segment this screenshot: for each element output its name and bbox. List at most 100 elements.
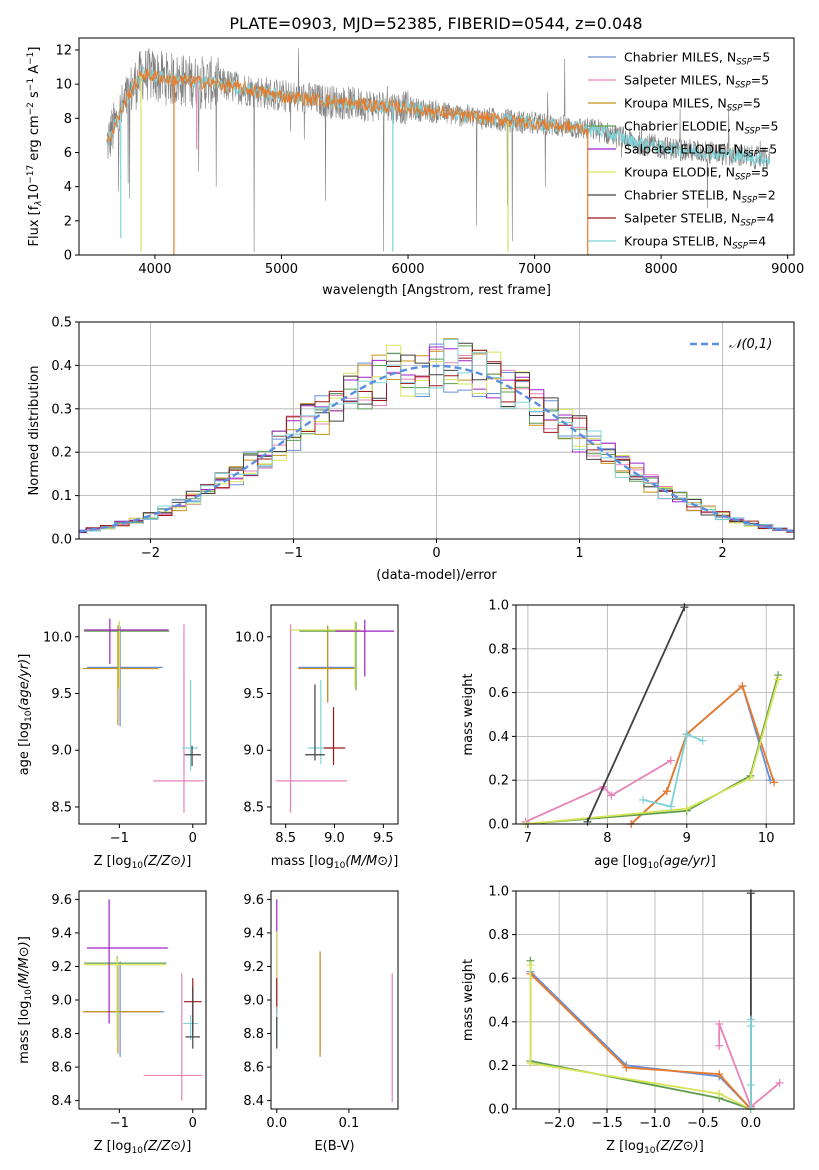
- panel-residual_histogram: −2 −1 0 1 2 0.0 0.1 0.2 0.3 0.4 0.5 (data-model)/er…: [27, 316, 795, 583]
- x-tick-label: −1.0: [639, 1116, 671, 1131]
- x-tick-label: −2: [141, 546, 160, 561]
- y-tick-label: 0.4: [488, 730, 509, 745]
- y-tick-label: 0.4: [51, 359, 72, 374]
- y-tick-label: 10: [55, 78, 72, 93]
- axes-frame: [78, 890, 207, 1110]
- axes-frame: [270, 604, 399, 825]
- x-tick-label: −0.5: [687, 1116, 719, 1131]
- histogram-series: [79, 339, 794, 532]
- y-tick-label: 9.4: [51, 926, 72, 941]
- x-axis-label: age [log10(age/yr)]: [594, 854, 716, 871]
- x-tick-label: 9000: [771, 262, 804, 277]
- y-tick-label: 1.0: [488, 599, 509, 614]
- x-axis-label: (data-model)/error: [376, 568, 497, 583]
- y-tick-label: 9.4: [243, 926, 264, 941]
- x-tick-label: 0: [432, 546, 440, 561]
- y-axis-label: Normed distribution: [27, 366, 42, 496]
- y-tick-label: 0.6: [488, 972, 509, 987]
- y-tick-label: 9.6: [51, 893, 72, 908]
- panel-mass_weight_vs_age: 7 8 9 10 0.0 0.2 0.4 0.6 0.8 1.0 age [log10(age/yr…: [461, 599, 795, 871]
- y-tick-label: 0.8: [488, 642, 509, 657]
- y-tick-label: 8.5: [51, 800, 72, 815]
- y-tick-label: 0.2: [51, 446, 72, 461]
- x-tick-label: 2: [718, 546, 726, 561]
- y-tick-label: 9.0: [51, 744, 72, 759]
- y-tick-label: 9.6: [243, 893, 264, 908]
- legend-entry: Chabrier STELIB, NSSP=2: [624, 188, 776, 206]
- axes-frame: [270, 890, 399, 1110]
- x-tick-label: 7: [524, 831, 532, 846]
- x-axis-label: mass [log10(M/M⊙)]: [271, 854, 399, 871]
- y-tick-label: 8.5: [243, 800, 264, 815]
- x-axis-label: Z [log10(Z/Z⊙)]: [606, 1139, 704, 1156]
- y-tick-label: 8: [64, 112, 72, 127]
- x-tick-label: 9.0: [324, 831, 345, 846]
- y-tick-label: 8.6: [51, 1061, 72, 1076]
- y-tick-label: 1.0: [488, 885, 509, 900]
- mass-weight-series: [529, 973, 752, 1110]
- x-tick-label: 6000: [391, 262, 424, 277]
- x-tick-label: −2.0: [543, 1116, 575, 1131]
- x-tick-label: 8.5: [275, 831, 296, 846]
- x-tick-label: −1: [284, 546, 303, 561]
- legend-entry: Salpeter MILES, NSSP=5: [624, 73, 769, 91]
- y-tick-label: 0.0: [51, 533, 72, 548]
- x-tick-label: 8000: [645, 262, 678, 277]
- x-tick-label: 4000: [138, 262, 171, 277]
- y-tick-label: 9.0: [51, 994, 72, 1009]
- mass-weight-series: [642, 732, 704, 808]
- y-tick-label: 0.0: [488, 818, 509, 833]
- y-axis-label: mass weight: [461, 959, 476, 1041]
- x-tick-label: 8: [603, 831, 611, 846]
- y-tick-label: 0.1: [51, 489, 72, 504]
- mass-weight-series: [529, 965, 752, 1110]
- y-tick-label: 8.8: [243, 1027, 264, 1042]
- legend-entry: Salpeter STELIB, NSSP=4: [624, 211, 774, 229]
- x-tick-label: 0.0: [741, 1116, 762, 1131]
- y-tick-label: 0.5: [51, 316, 72, 331]
- axes-frame: [78, 604, 207, 825]
- panel-age_vs_mass: 8.5 9.0 9.5 8.5 9.0 9.5 10.0 mass [log10(M/M⊙)]: [235, 604, 399, 871]
- y-tick-label: 2: [64, 214, 72, 229]
- panel-spectrum: 4000 5000 6000 7000 8000 9000 0 2 4 6 8 10 12 wavelen…: [26, 37, 804, 298]
- mass-weight-series: [630, 684, 775, 825]
- y-tick-label: 8.6: [243, 1061, 264, 1076]
- y-tick-label: 0.2: [488, 1059, 509, 1074]
- panel-mass_vs_EBV: 0.0 0.1 8.4 8.6 8.8 9.0 9.2 9.4 9.6 E(B-V): [243, 890, 399, 1154]
- x-tick-label: −1: [110, 1116, 129, 1131]
- legend-entry: Chabrier MILES, NSSP=5: [624, 50, 770, 68]
- y-tick-label: 4: [64, 180, 72, 195]
- panel-mass_weight_vs_Z: −2.0 −1.5 −1.0 −0.5 0.0 0.0 0.2 0.4 0.6 0.8 1.0 Z […: [461, 885, 795, 1156]
- x-tick-label: −1: [110, 831, 129, 846]
- y-axis-label: mass [log10(M/M⊙)]: [17, 936, 34, 1064]
- x-tick-label: 1: [575, 546, 583, 561]
- x-tick-label: 9: [683, 831, 691, 846]
- mass-weight-series: [718, 1023, 781, 1109]
- x-axis-label: Z [log10(Z/Z⊙)]: [94, 1139, 192, 1156]
- x-tick-label: 0.1: [339, 1116, 360, 1131]
- mass-weight-series: [525, 759, 672, 823]
- axes-frame: [78, 321, 795, 540]
- y-tick-label: 10.0: [43, 630, 72, 645]
- x-axis-label: E(B-V): [314, 1139, 354, 1154]
- mass-weight-series: [525, 679, 779, 825]
- y-axis-label: Flux [fλ10−17 erg cm−2 s−1 A−1]: [26, 47, 44, 247]
- legend-entry: Kroupa MILES, NSSP=5: [624, 96, 761, 114]
- y-tick-label: 0.2: [488, 774, 509, 789]
- y-tick-label: 8.4: [51, 1094, 72, 1109]
- y-tick-label: 0.4: [488, 1015, 509, 1030]
- y-tick-label: 0.3: [51, 402, 72, 417]
- y-axis-label: age [log10(age/yr)]: [17, 654, 34, 776]
- x-axis-label: wavelength [Angstrom, rest frame]: [322, 283, 551, 298]
- y-tick-label: 9.2: [51, 960, 72, 975]
- x-tick-label: 10: [758, 831, 775, 846]
- x-tick-label: 5000: [265, 262, 298, 277]
- y-tick-label: 9.5: [51, 687, 72, 702]
- axes-frame: [515, 604, 795, 825]
- y-tick-label: 9.2: [243, 960, 264, 975]
- model-spectrum: [106, 68, 588, 143]
- panel-age_vs_Z: −1 0 8.5 9.0 9.5 10.0 Z [log10(Z/Z⊙)] age [log1…: [17, 604, 207, 871]
- y-tick-label: 6: [64, 146, 72, 161]
- y-tick-label: 9.5: [243, 687, 264, 702]
